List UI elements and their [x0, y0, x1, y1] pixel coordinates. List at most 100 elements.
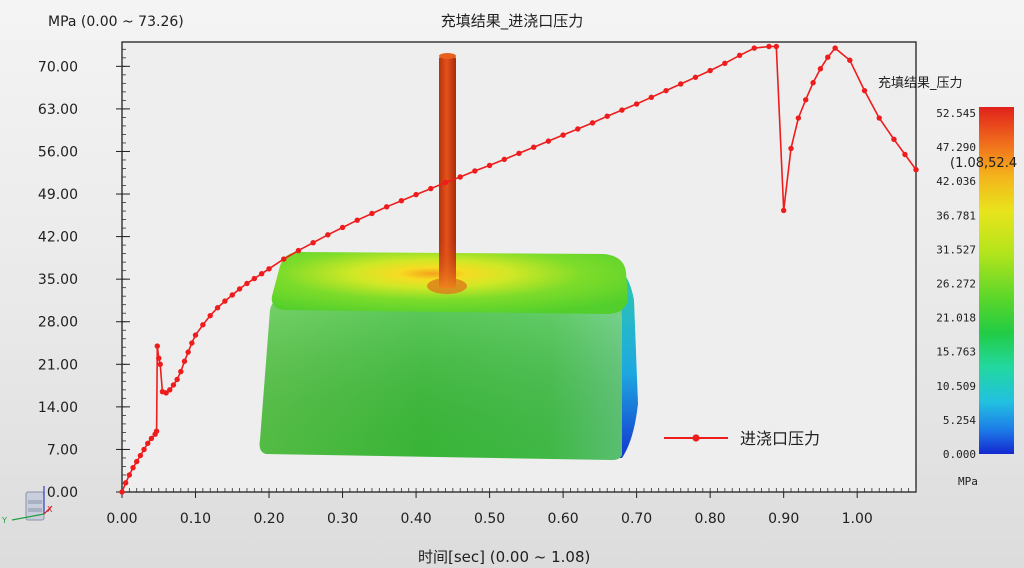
data-point: [501, 156, 507, 163]
data-point: [707, 67, 713, 74]
data-point: [516, 150, 522, 156]
data-point: [130, 464, 136, 471]
data-point: [153, 428, 160, 434]
data-point: [339, 224, 346, 231]
data-point: [428, 185, 434, 192]
y-axis-range-label: MPa (0.00 ~ 73.26): [48, 14, 184, 30]
y-tick-label: 28.00: [38, 315, 78, 331]
data-point: [178, 368, 184, 375]
data-point: [258, 270, 265, 277]
data-point: [157, 361, 163, 367]
data-point: [413, 191, 419, 198]
data-point: [185, 349, 191, 355]
data-point: [295, 247, 302, 254]
x-tick-label: 0.50: [474, 511, 505, 527]
data-point: [810, 80, 816, 86]
data-point: [119, 489, 125, 495]
colorbar-tick-label: 21.018: [936, 312, 976, 325]
colorbar-tick-label: 5.254: [943, 414, 976, 427]
data-point: [236, 286, 243, 292]
data-point: [766, 43, 772, 50]
data-point: [902, 151, 908, 158]
data-point: [663, 87, 669, 94]
data-point: [803, 97, 809, 103]
data-point: [200, 322, 206, 328]
x-tick-label: 0.90: [768, 511, 799, 527]
data-point: [145, 440, 151, 447]
legend-label: 进浇口压力: [740, 429, 820, 448]
data-point: [167, 387, 173, 393]
data-point: [154, 343, 160, 349]
colorbar-tick-label: 36.781: [936, 209, 976, 222]
data-point: [251, 275, 258, 282]
data-point: [148, 435, 155, 442]
x-tick-label: 0.70: [621, 511, 652, 527]
data-point: [214, 305, 221, 311]
data-point: [817, 66, 824, 72]
data-point: [354, 217, 360, 223]
x-tick-label: 0.80: [695, 511, 726, 527]
sprue: [439, 56, 456, 288]
data-point: [310, 239, 316, 246]
colorbar-ticks: 52.545 47.290 42.036 36.781 31.527 26.272 21.0…: [936, 107, 976, 461]
data-point: [604, 113, 610, 119]
data-point: [181, 358, 188, 364]
y-tick-label: 63.00: [38, 102, 78, 118]
colorbar-tick-label: 26.272: [936, 278, 976, 291]
data-point: [913, 167, 919, 173]
x-tick-label: 0.00: [106, 511, 137, 527]
y-tick-label: 56.00: [38, 144, 78, 160]
data-point: [222, 298, 228, 304]
probe-value-label: (1.08,52.4: [950, 156, 1017, 171]
data-point: [832, 45, 838, 51]
data-point: [722, 60, 728, 66]
x-tick-label: 0.10: [180, 511, 211, 527]
data-point: [141, 446, 147, 453]
x-tick-label: 0.20: [253, 511, 284, 527]
data-point: [891, 136, 897, 142]
data-point: [876, 115, 882, 121]
data-point: [266, 266, 272, 272]
x-tick-label: 0.40: [400, 511, 431, 527]
data-point: [369, 210, 375, 217]
colorbar-title: 充填结果_压力: [878, 75, 963, 91]
y-tick-label: 35.00: [38, 272, 78, 288]
data-point: [472, 168, 478, 174]
x-axis-ticks: 0.00 0.10 0.20 0.30 0.40 0.50 0.60 0.70 0.80 0.90…: [106, 492, 873, 527]
y-tick-label: 14.00: [38, 400, 78, 416]
y-tick-label: 49.00: [38, 187, 78, 203]
y-tick-label: 42.00: [38, 230, 78, 246]
data-point: [788, 145, 794, 152]
colorbar-tick-label: 10.509: [936, 380, 976, 393]
data-point: [207, 312, 213, 319]
y-axis-ticks: 0.00 7.00 14.00 21.00 28.00 35.00 42.00 49.00 56…: [38, 59, 130, 501]
data-point: [137, 452, 144, 459]
data-point: [244, 280, 250, 287]
axis-triad-icon: Y X: [1, 486, 53, 525]
data-point: [545, 138, 552, 144]
data-point: [751, 45, 757, 51]
data-point: [648, 94, 655, 101]
triad-y-label: Y: [1, 516, 7, 525]
data-point: [736, 52, 743, 59]
data-point: [847, 57, 853, 63]
data-point: [619, 107, 625, 113]
data-point: [575, 126, 581, 132]
data-point: [122, 480, 129, 486]
legend: 进浇口压力: [664, 429, 820, 448]
colorbar-tick-label: 42.036: [936, 175, 976, 188]
data-point: [633, 101, 640, 107]
data-point: [692, 74, 699, 80]
data-point: [156, 355, 162, 361]
colorbar-tick-label: 31.527: [936, 243, 976, 256]
data-point: [383, 204, 390, 210]
triad-x-label: X: [47, 505, 53, 514]
y-tick-label: 7.00: [47, 442, 78, 458]
y-tick-label: 21.00: [38, 357, 78, 373]
colorbar-tick-label: 15.763: [936, 346, 976, 359]
data-point: [163, 390, 169, 396]
data-point: [325, 232, 331, 238]
data-point: [531, 144, 537, 150]
part-model-3d: [259, 53, 638, 460]
